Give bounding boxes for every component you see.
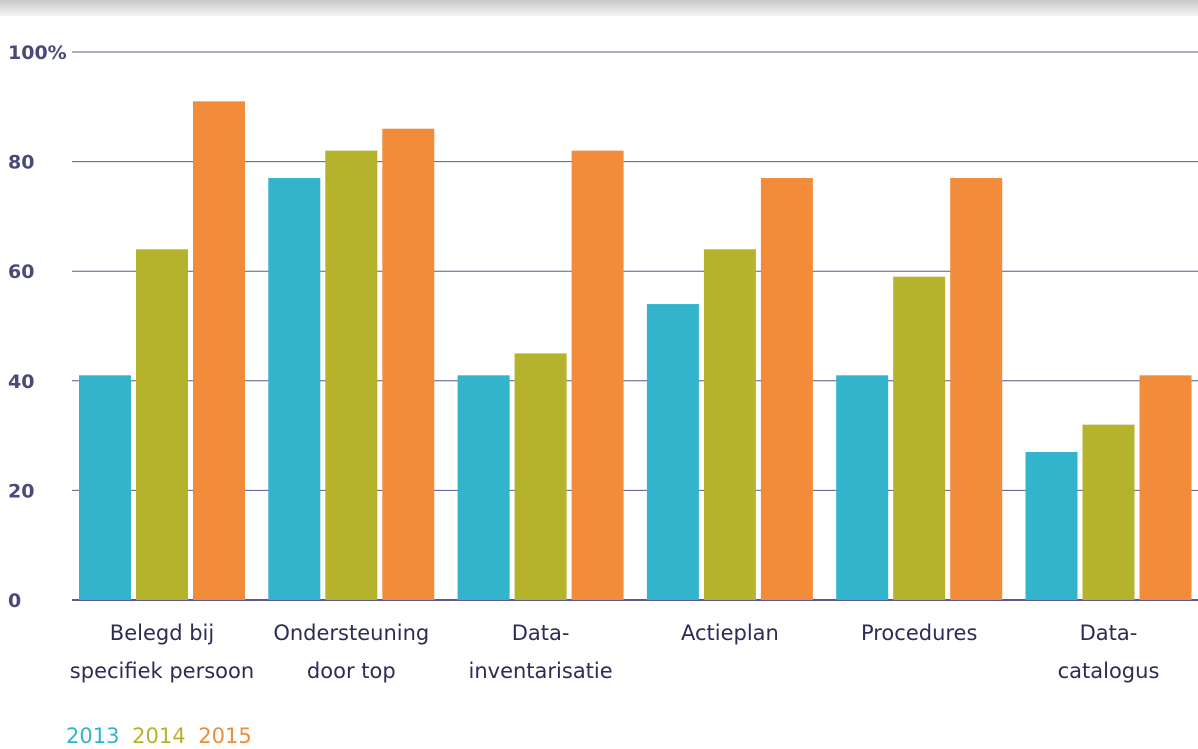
bar-2015-0 [193, 101, 245, 600]
bar-2015-4 [950, 178, 1003, 601]
legend-2015: 2015 [198, 724, 252, 748]
bar-2014-2 [514, 353, 567, 600]
bar-2013-1 [268, 178, 321, 601]
bar-2014-5 [1082, 424, 1135, 600]
bar-2013-3 [646, 304, 699, 600]
y-tick-label-1: 20 [8, 480, 34, 502]
category-label-1-1: door top [307, 659, 396, 683]
legend-2013: 2013 [66, 724, 120, 748]
y-tick-label-3: 60 [8, 261, 34, 283]
bar-2014-1 [325, 150, 378, 600]
y-tick-label-0: 0 [8, 590, 21, 612]
bar-2015-1 [382, 128, 435, 600]
legend: 2013 2014 2015 [66, 724, 258, 748]
y-tick-label-5: 100% [8, 42, 67, 64]
category-label-4-0: Procedures [861, 621, 977, 645]
bar-2014-4 [893, 276, 946, 600]
bar-2013-4 [836, 375, 889, 600]
category-label-3-0: Actieplan [681, 621, 779, 645]
category-label-5-0: Data- [1080, 621, 1138, 645]
bar-2015-5 [1139, 375, 1192, 600]
bar-2013-2 [457, 375, 510, 600]
legend-2014: 2014 [132, 724, 186, 748]
bar-2013-0 [79, 375, 131, 600]
bar-2014-0 [136, 249, 188, 600]
bar-chart: 0 20 40 60 80 100% Belegd bij specifiek persoon… [8, 42, 1198, 683]
category-label-2-1: inventarisatie [469, 659, 613, 683]
category-label-1-0: Ondersteuning [273, 621, 429, 645]
category-label-5-1: catalogus [1058, 659, 1160, 683]
category-label-2-0: Data- [512, 621, 570, 645]
top-shadow-bar [0, 0, 1198, 16]
bar-2013-5 [1025, 452, 1078, 600]
bar-2015-3 [760, 178, 813, 601]
bar-2015-2 [571, 150, 624, 600]
y-tick-label-4: 80 [8, 152, 34, 174]
category-label-0-0: Belegd bij [110, 621, 214, 645]
category-label-0-1: specifiek persoon [70, 659, 254, 683]
bar-2014-3 [703, 249, 756, 600]
y-tick-label-2: 40 [8, 371, 34, 393]
